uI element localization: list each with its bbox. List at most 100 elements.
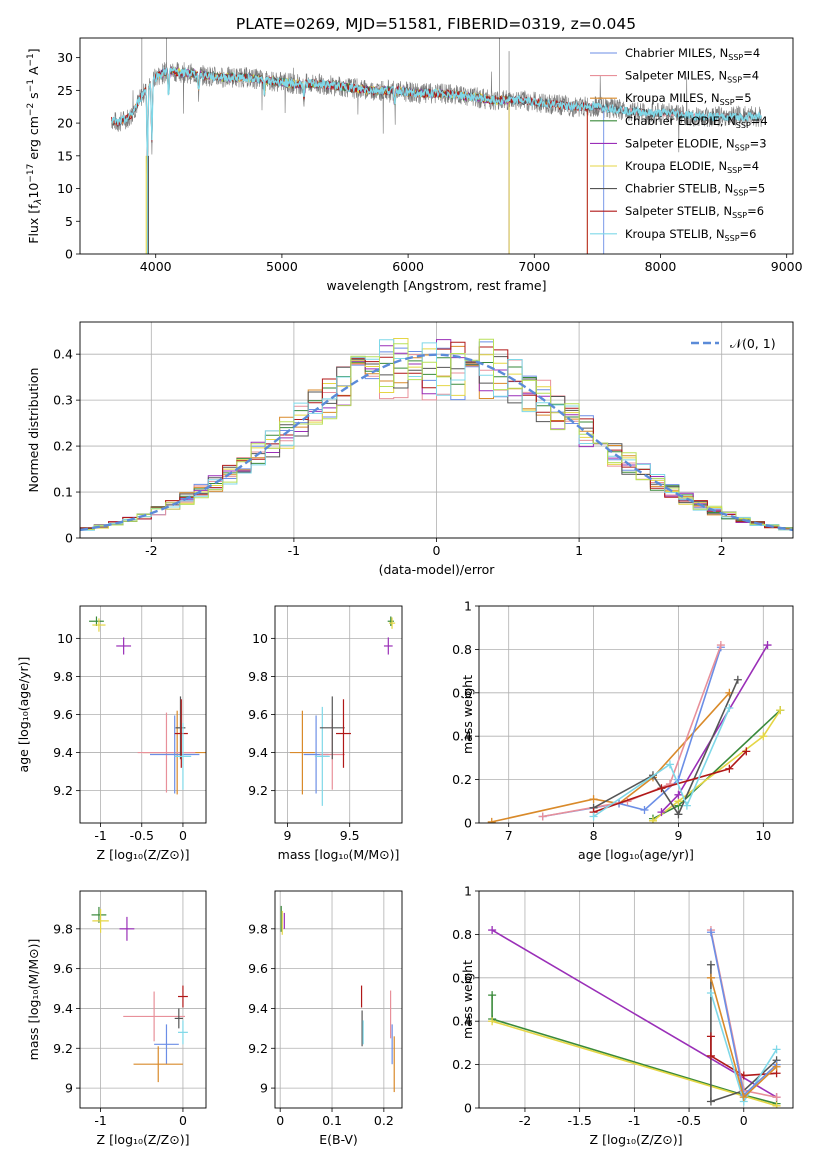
legend-nssp-value: 4	[752, 159, 759, 173]
y-axis-label-part: −2	[26, 103, 36, 116]
legend-separator: ,	[720, 114, 727, 128]
y-axis-label: Normed distribution	[26, 368, 41, 493]
series-marker	[772, 1101, 781, 1108]
legend-nssp-sub: SSP	[733, 189, 748, 198]
x-tick-label: 0	[179, 828, 187, 843]
axes-frame	[79, 321, 794, 539]
x-axis-label: Z [log₁₀(Z/Z⊙)]	[97, 1132, 190, 1147]
y-tick-label: 9.2	[248, 1041, 268, 1056]
series-marker	[733, 675, 742, 684]
legend-nssp-sub: SSP	[727, 166, 742, 175]
y-tick-label: 9.2	[248, 783, 268, 798]
x-tick-label: 8000	[645, 259, 677, 274]
series-marker	[488, 991, 497, 1000]
y-axis-label: mass weight	[460, 675, 475, 754]
series-marker	[739, 1093, 748, 1102]
y-tick-label: 9.8	[248, 669, 268, 684]
series-line	[660, 644, 769, 813]
x-tick-label: 0	[276, 1113, 284, 1128]
legend-equals: =	[743, 46, 753, 60]
legend-nssp-label: N	[718, 69, 727, 83]
legend-nssp-sub: SSP	[725, 234, 740, 243]
age-vs-metallicity-panel: -1 -0.5 0 9.2 9.4 9.6 9.8 10 Z [log₁₀(Z/Z⊙)] age …	[16, 605, 207, 862]
series-line	[652, 709, 781, 822]
series-line	[491, 692, 730, 823]
y-axis-label-part: λ	[33, 199, 44, 206]
x-tick-label: -0.5	[677, 1113, 701, 1128]
x-tick-label: 9.5	[340, 828, 360, 843]
y-axis-label: Flux [fλ10−17 erg cm−2 s−1 A−1]	[26, 48, 44, 243]
series-marker	[665, 760, 674, 769]
series-marker	[716, 641, 725, 650]
figure-title: PLATE=0269, MJD=51581, FIBERID=0319, z=0…	[236, 15, 636, 33]
series-marker	[657, 808, 666, 817]
axes-frame	[79, 890, 207, 1109]
x-tick-label: -0.5	[130, 828, 154, 843]
y-tick-label: 0.4	[452, 1014, 472, 1029]
mass-vs-ebv-panel: 0 0.1 0.2 9 9.2 9.4 9.6 9.8 E(B-V)	[248, 890, 403, 1147]
y-tick-label: 25	[57, 83, 73, 98]
residuals-panel: -2 -1 0 1 2 0 0.1 0.2 0.3 0.4 (data-model)/error No…	[26, 321, 794, 577]
y-tick-label: 0	[464, 816, 472, 831]
x-tick-label: -2	[519, 1113, 531, 1128]
series-marker	[776, 706, 785, 715]
series-marker	[674, 790, 683, 799]
series-marker	[682, 801, 691, 810]
axes-frame	[274, 890, 403, 1109]
series-marker	[742, 747, 751, 756]
y-tick-label: 9.2	[53, 783, 73, 798]
axes-frame	[274, 605, 403, 824]
series-marker	[725, 764, 734, 773]
legend-series-name: Salpeter ELODIE	[625, 136, 719, 150]
y-axis-label-part: 10	[26, 183, 41, 199]
x-axis-label: age [log₁₀(age/yr)]	[578, 847, 694, 862]
legend-nssp-label: N	[723, 204, 732, 218]
y-tick-label: 15	[57, 148, 73, 163]
x-tick-label: 7000	[518, 259, 550, 274]
y-tick-label: 0.1	[53, 485, 73, 500]
legend-entry: Kroupa MILES, NSSP=5	[625, 91, 752, 107]
residual-histogram	[80, 354, 793, 530]
y-tick-label: 9.2	[53, 1041, 73, 1056]
axes-frame	[79, 605, 207, 824]
legend-equals: =	[742, 159, 752, 173]
x-tick-label: 8	[590, 828, 598, 843]
y-tick-label: 9.4	[248, 745, 268, 760]
legend-nssp-sub: SSP	[735, 143, 750, 152]
series-marker	[488, 1017, 497, 1026]
series-marker	[538, 812, 547, 821]
series-marker	[772, 1045, 781, 1054]
legend-equals: =	[748, 182, 758, 196]
y-tick-label: 9.4	[248, 1001, 268, 1016]
legend-series-name: Salpeter STELIB	[625, 204, 716, 218]
y-tick-label: 0.6	[452, 970, 472, 985]
legend-equals: =	[735, 91, 745, 105]
y-tick-label: 1	[464, 599, 472, 614]
legend-separator: ,	[716, 204, 723, 218]
series-marker	[706, 928, 715, 937]
series-marker	[640, 805, 649, 814]
series-marker	[725, 703, 734, 712]
x-axis-label: (data-model)/error	[379, 562, 496, 577]
y-tick-label: 0.8	[452, 927, 472, 942]
y-tick-label: 0	[65, 531, 73, 546]
y-axis-label-part: erg cm	[26, 116, 41, 164]
legend-entry: Salpeter STELIB, NSSP=6	[625, 204, 764, 220]
legend-separator: ,	[704, 91, 711, 105]
legend-entry: Chabrier ELODIE, NSSP=4	[625, 114, 768, 130]
y-tick-label: 20	[57, 116, 73, 131]
y-tick-label: 10	[57, 631, 73, 646]
x-tick-label: 5000	[266, 259, 298, 274]
legend-series-name: Chabrier MILES	[625, 46, 712, 60]
series-marker	[706, 1051, 715, 1060]
series-marker	[589, 795, 598, 804]
series-marker	[589, 812, 598, 821]
y-tick-label: 0.2	[452, 1057, 472, 1072]
x-tick-label: -1	[94, 828, 106, 843]
legend-nssp-value: 4	[760, 114, 767, 128]
y-axis-label-part: Flux [f	[26, 204, 41, 244]
spectrum-panel: 4000 5000 6000 7000 8000 9000 0 5 10 15 20 25 30 wave…	[26, 37, 803, 293]
y-tick-label: 9.8	[53, 669, 73, 684]
y-axis-label: mass [log₁₀(M/M⊙)]	[26, 939, 41, 1061]
